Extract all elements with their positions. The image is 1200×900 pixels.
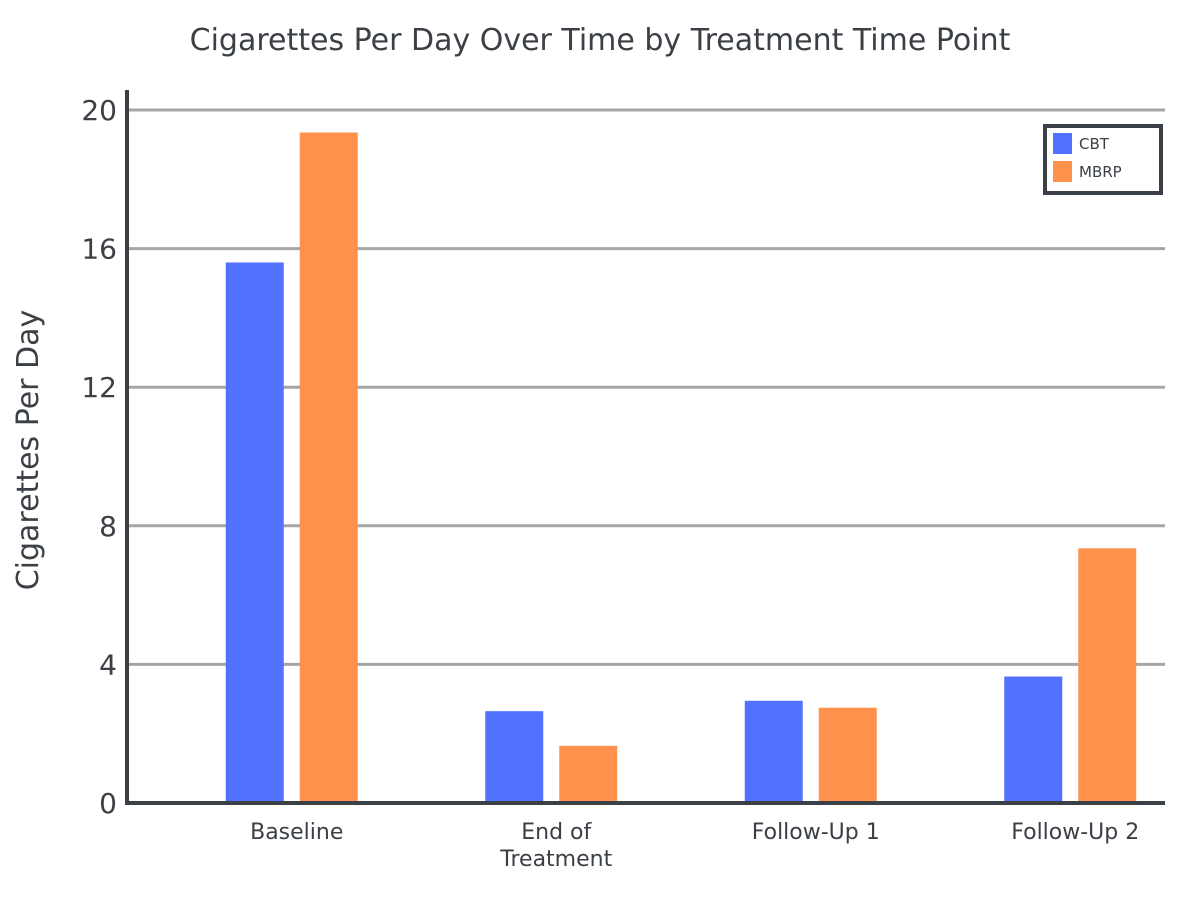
bar-mbrp-1	[299, 132, 358, 803]
legend-swatch-cbt	[1053, 133, 1072, 154]
y-tick-label: 20	[81, 94, 117, 127]
legend-label-cbt: CBT	[1079, 135, 1110, 153]
y-tick-label: 0	[99, 787, 117, 820]
chart-title: Cigarettes Per Day Over Time by Treatmen…	[190, 23, 1011, 58]
legend-swatch-mbrp	[1053, 161, 1072, 182]
x-tick-label: Baseline	[250, 820, 343, 845]
bar-cbt-4	[1004, 676, 1063, 803]
y-tick-label: 4	[99, 648, 117, 681]
y-tick-labels: 0 4 8 12 16 20	[81, 94, 117, 820]
x-tick-label: Treatment	[499, 847, 612, 872]
bar-mbrp-3	[818, 707, 877, 803]
x-tick-label: Follow-Up 1	[752, 820, 880, 845]
y-tick-label: 12	[81, 371, 117, 404]
x-tick-label: Follow-Up 2	[1011, 820, 1139, 845]
x-tick-label: End of	[521, 820, 592, 845]
legend-label-mbrp: MBRP	[1079, 163, 1122, 181]
axes	[125, 90, 1165, 805]
bar-cbt-3	[744, 700, 803, 803]
bar-mbrp-2	[559, 745, 618, 803]
y-tick-label: 16	[81, 233, 117, 266]
bar-cbt-1	[225, 262, 284, 804]
y-axis-label: Cigarettes Per Day	[11, 310, 46, 591]
bar-cbt-2	[485, 711, 544, 803]
legend: CBT MBRP	[1043, 124, 1163, 195]
bars	[225, 132, 1137, 804]
bar-mbrp-4	[1078, 548, 1137, 803]
y-tick-label: 8	[99, 510, 117, 543]
